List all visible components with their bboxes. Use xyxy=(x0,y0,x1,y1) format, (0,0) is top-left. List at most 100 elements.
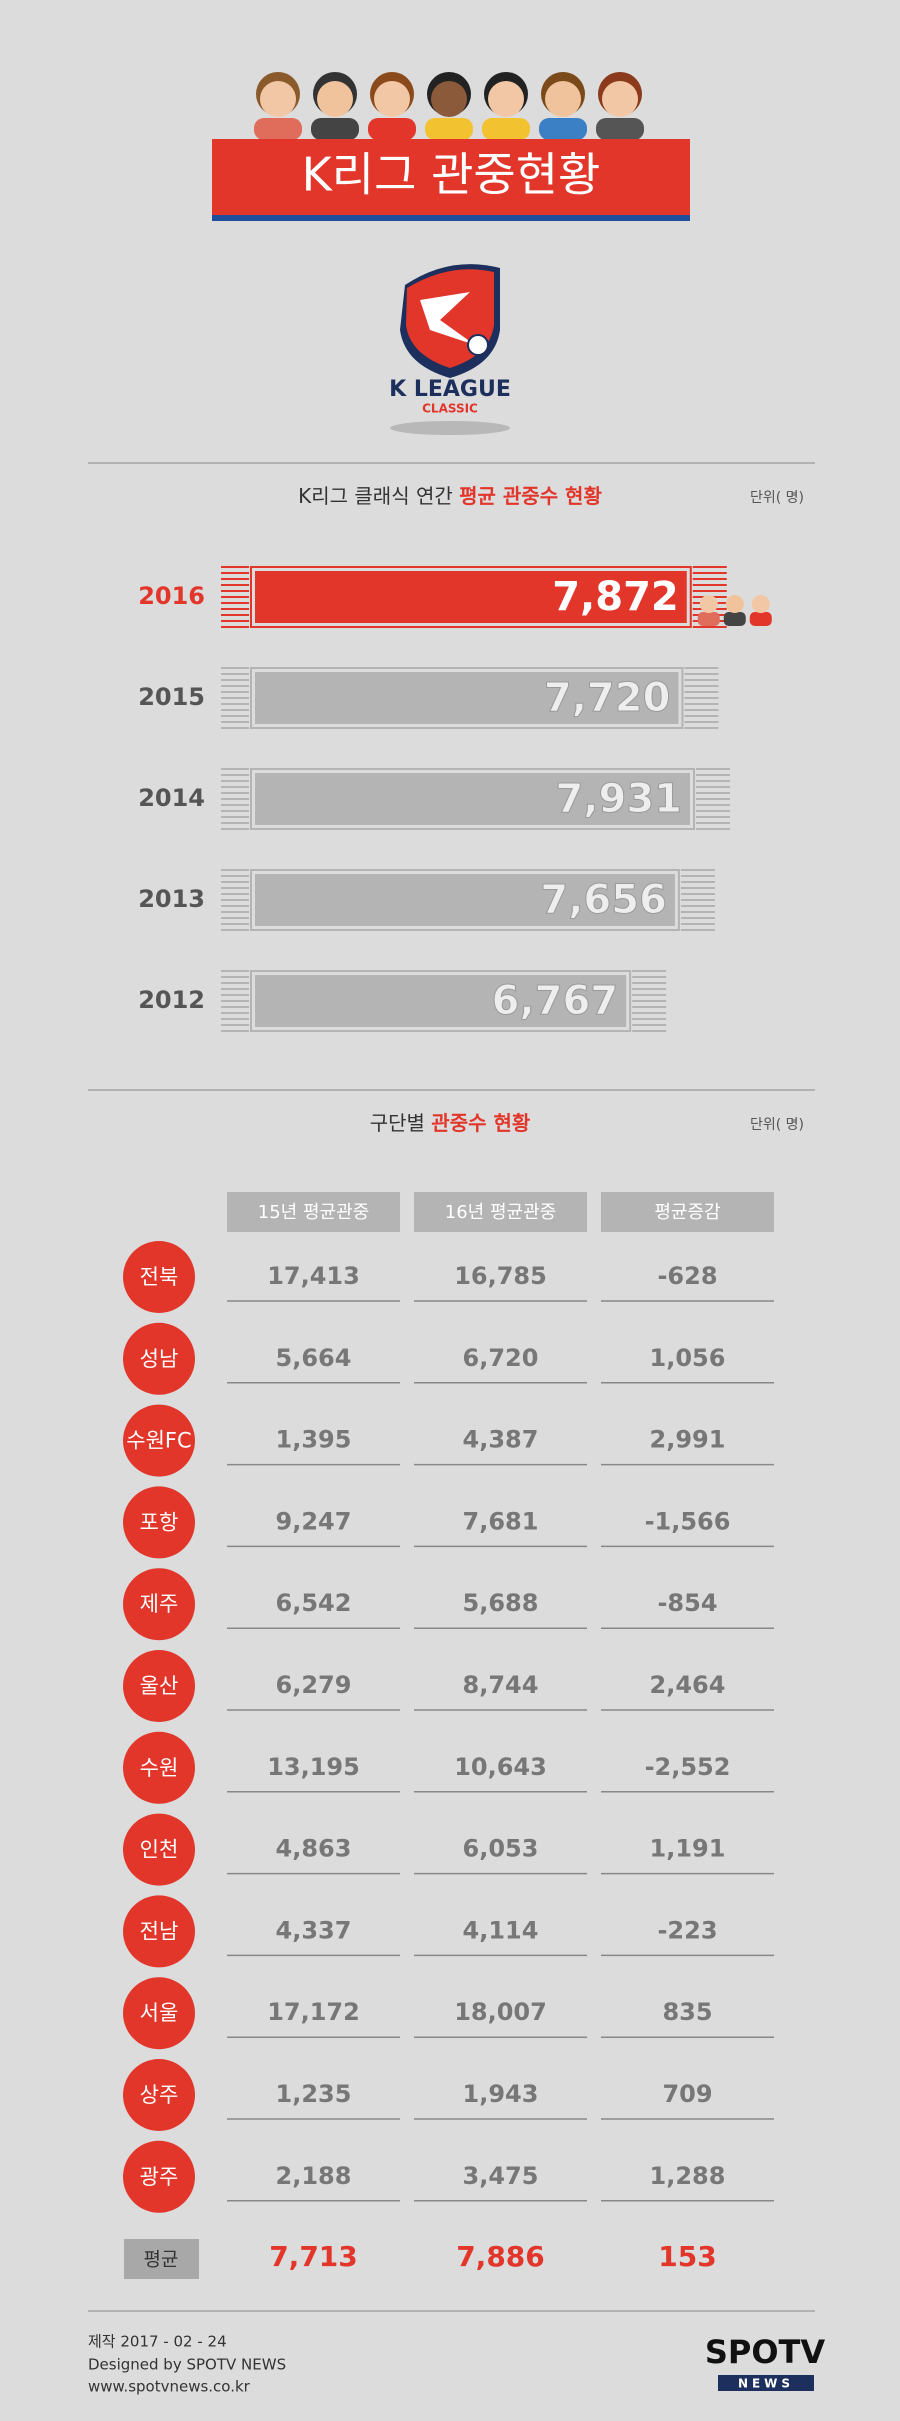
bar-frame xyxy=(250,970,632,1032)
table-cell: -2,552 xyxy=(645,1753,731,1781)
club-badge xyxy=(123,1731,195,1804)
year-label: 2013 xyxy=(138,885,205,913)
table-cell: 8,744 xyxy=(463,1671,539,1699)
bar-frame xyxy=(250,768,695,830)
average-cell: 7,713 xyxy=(269,2240,358,2273)
people-icons xyxy=(254,72,644,140)
column-header: 16년 평균관중 xyxy=(445,1202,556,1223)
club-name: 서울 xyxy=(140,2001,179,2025)
main-title: K리그 관중현황 xyxy=(302,148,601,202)
table-title-highlight: 관중수 현황 xyxy=(431,1111,531,1135)
footer-date: 제작 2017 - 02 - 24 xyxy=(88,2333,227,2351)
bar-frame xyxy=(250,869,680,931)
table-cell: 4,337 xyxy=(276,1916,352,1944)
table-cell: 2,464 xyxy=(650,1671,726,1699)
bar-chart: 2016 7,872 2015 7,720 2014 7,931 2013 7,656 2012… xyxy=(138,566,772,1032)
club-name: 광주 xyxy=(140,2165,179,2189)
table-cell: 1,943 xyxy=(463,2080,539,2108)
person-face xyxy=(431,81,467,117)
bar-value-label: 7,656 xyxy=(540,877,667,923)
club-name: 상주 xyxy=(140,2083,179,2107)
person-body xyxy=(596,118,644,140)
table-cell: 1,056 xyxy=(650,1344,726,1372)
chart-title: K리그 클래식 연간 평균 관중수 현황 xyxy=(298,484,602,508)
bar xyxy=(255,571,687,623)
table-cell: 4,114 xyxy=(463,1916,539,1944)
bar-value-label: 7,872 xyxy=(552,574,679,620)
column-header-bg xyxy=(601,1192,774,1232)
bar-stripes xyxy=(221,970,667,1032)
table-cell: -628 xyxy=(657,1262,717,1290)
person-body xyxy=(482,118,530,140)
title-banner xyxy=(212,139,690,217)
table-cell: 1,395 xyxy=(276,1426,352,1454)
league-logo: K LEAGUE CLASSIC xyxy=(389,264,511,435)
person-body xyxy=(254,118,302,140)
logo-text: K LEAGUE xyxy=(389,377,511,402)
column-header-bg xyxy=(227,1192,400,1232)
club-badge xyxy=(123,1404,195,1477)
table-cell: 9,247 xyxy=(276,1507,352,1535)
table-cell: 709 xyxy=(662,2080,712,2108)
table-cell: 18,007 xyxy=(454,1998,547,2026)
table-cell: 7,681 xyxy=(463,1507,539,1535)
logo-mark xyxy=(420,292,475,345)
club-badge xyxy=(123,1650,195,1722)
person-body xyxy=(749,612,772,626)
bar xyxy=(255,874,675,926)
person-body xyxy=(723,612,746,626)
bar-stripes xyxy=(221,667,719,729)
year-label: 2016 xyxy=(138,582,205,610)
bar-stripes xyxy=(221,869,715,931)
club-name: 울산 xyxy=(140,1674,179,1698)
club-badge xyxy=(123,1568,195,1641)
club-name: 수원FC xyxy=(126,1429,191,1453)
column-header: 15년 평균관중 xyxy=(258,1202,369,1223)
club-badge xyxy=(123,1895,195,1968)
person-face xyxy=(725,595,744,613)
average-label-bg xyxy=(124,2239,199,2279)
bar-value-label: 7,720 xyxy=(544,675,671,721)
club-name: 전남 xyxy=(140,1919,179,1943)
bar xyxy=(255,672,679,724)
bar-stripes xyxy=(221,768,730,830)
year-label: 2015 xyxy=(138,683,205,711)
average-cell: 153 xyxy=(658,2240,716,2273)
person-body xyxy=(539,118,587,140)
club-name: 제주 xyxy=(140,1592,179,1616)
table-cell: 10,643 xyxy=(454,1753,547,1781)
club-name: 포항 xyxy=(140,1510,179,1534)
person-body xyxy=(425,118,473,140)
club-badge xyxy=(123,1486,195,1559)
table-cell: 6,053 xyxy=(463,1835,539,1863)
table-cell: 6,542 xyxy=(276,1589,352,1617)
table-cell: 5,688 xyxy=(463,1589,539,1617)
spotv-logo-sub: NEWS xyxy=(738,2377,794,2391)
column-header: 평균증감 xyxy=(654,1202,720,1223)
logo-ball xyxy=(467,334,489,356)
person-face xyxy=(374,81,410,117)
column-header-bg xyxy=(414,1192,587,1232)
footer-designer: Designed by SPOTV NEWS xyxy=(88,2356,286,2374)
average-cell: 7,886 xyxy=(456,2240,545,2273)
club-name: 인천 xyxy=(140,1838,179,1862)
bar-stripes xyxy=(221,566,727,628)
club-badge xyxy=(123,2059,195,2131)
table-unit: 단위( 명) xyxy=(750,1117,804,1133)
table-cell: 1,191 xyxy=(650,1835,726,1863)
bar-value-label: 7,931 xyxy=(555,776,682,822)
spotv-logo: SPOTV xyxy=(705,2333,826,2371)
table-cell: 2,188 xyxy=(276,2162,352,2190)
person-face xyxy=(488,81,524,117)
bar-frame xyxy=(250,566,692,628)
table-cell: -1,566 xyxy=(645,1507,731,1535)
bar xyxy=(255,773,690,825)
table-cell: 17,172 xyxy=(267,1998,360,2026)
table-cell: -854 xyxy=(657,1589,717,1617)
logo-subtext: CLASSIC xyxy=(422,402,478,416)
table-cell: 6,279 xyxy=(276,1671,352,1699)
table-cell: 3,475 xyxy=(463,2162,539,2190)
logo-shadow xyxy=(390,421,510,435)
